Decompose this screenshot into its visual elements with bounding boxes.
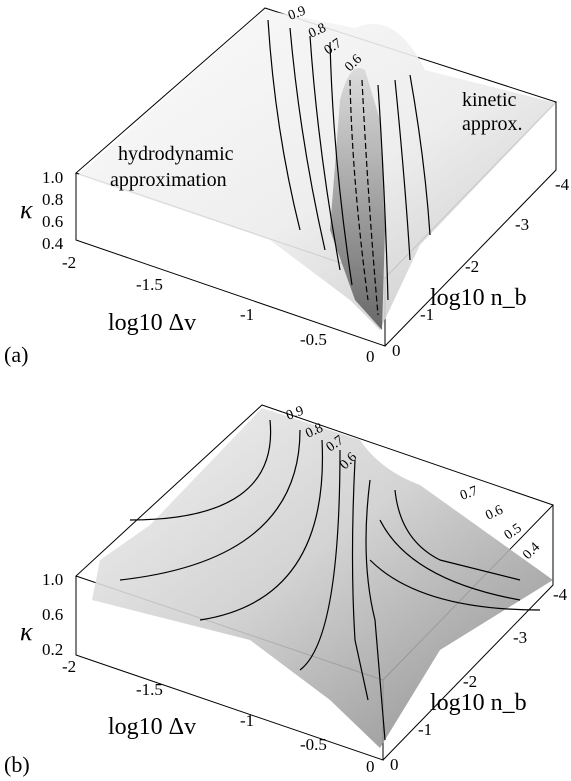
contour-line [365, 479, 386, 741]
y-tick-label: -1 [418, 720, 432, 739]
x-tick-label: -2 [62, 253, 76, 272]
panel-b-y-ticks: 0 -1 -2 -3 -4 [390, 585, 568, 774]
annotation-text: approximation [110, 169, 227, 191]
y-tick-label: -2 [465, 257, 479, 276]
contour-line [379, 519, 521, 601]
x-tick-label: -0.5 [300, 330, 327, 349]
contour-line [119, 429, 301, 581]
z-tick-label: 1.0 [42, 168, 63, 187]
panel-a-contours [267, 19, 431, 316]
contour-label: 0.6 [483, 503, 505, 524]
contour-line [267, 19, 301, 231]
y-tick-label: -3 [513, 628, 527, 647]
z-tick-label: 0.4 [42, 234, 64, 253]
y-axis-label: log10 n_b [430, 285, 527, 311]
y-axis-label: log10 n_b [430, 690, 527, 716]
contour-line [394, 79, 411, 261]
panel-a-x-ticks: -2 -1.5 -1 -0.5 0 [62, 253, 375, 366]
contour-line [409, 74, 431, 236]
x-tick-label: -1 [240, 711, 254, 730]
annotation-text: hydrodynamic [118, 143, 234, 165]
x-tick-label: 0 [366, 757, 375, 776]
contour-line [349, 79, 369, 301]
contour-label: 0.7 [458, 484, 480, 504]
contour-line [299, 449, 341, 671]
y-tick-label: 0 [390, 755, 399, 774]
y-tick-label: -4 [553, 585, 568, 604]
x-axis-label: log10 Δv [108, 310, 196, 336]
contour-line [309, 35, 341, 271]
annotation-text: approx. [462, 113, 523, 135]
contour-line [377, 84, 389, 301]
kappa-symbol: κ [20, 195, 33, 224]
y-tick-label: -1 [420, 305, 434, 324]
contour-label: 0.9 [284, 404, 306, 424]
contour-line [289, 27, 326, 251]
x-tick-label: -1.5 [136, 275, 163, 294]
annotation-text: kinetic [462, 89, 517, 111]
y-tick-label: -3 [515, 215, 529, 234]
contour-line [394, 489, 521, 581]
contour-line [329, 41, 353, 286]
panel-b-x-ticks: -2 -1.5 -1 -0.5 0 [62, 657, 375, 776]
panel-b-contours [119, 419, 541, 741]
z-tick-label: 0.6 [42, 605, 63, 624]
contour-line [351, 459, 369, 701]
panel-label: (a) [4, 342, 28, 367]
y-tick-label: 0 [392, 341, 401, 360]
z-tick-label: 0.2 [42, 640, 63, 659]
kappa-symbol: κ [20, 617, 33, 646]
contour-line [199, 439, 324, 621]
x-axis-label: log10 Δv [108, 714, 196, 740]
contour-label: 0.8 [306, 21, 328, 42]
panel-b: 0.9 0.8 0.7 0.6 0.7 0.6 0.5 0.4 κ κ 1.0 … [4, 404, 568, 777]
contour-line [129, 419, 272, 521]
contour-label: 0.9 [286, 4, 308, 24]
contour-label: 0.8 [303, 421, 325, 442]
contour-label: 0.5 [502, 521, 525, 543]
panel-a: 0.9 0.8 0.7 0.6 hydrodynamic approximati… [4, 4, 570, 367]
z-tick-label: 0.8 [42, 190, 63, 209]
panel-b-z-ticks: 1.0 0.6 0.2 [42, 570, 63, 659]
panel-b-surface [92, 408, 553, 748]
panel-a-valley [330, 68, 385, 330]
y-tick-label: -2 [463, 672, 477, 691]
panel-a-z-ticks: 1.0 0.8 0.6 0.4 [42, 168, 64, 253]
panel-a-surface [78, 10, 556, 330]
x-tick-label: 0 [366, 347, 375, 366]
contour-line [361, 79, 379, 316]
panel-a-y-ticks: 0 -1 -2 -3 -4 [392, 175, 570, 360]
y-tick-label: -4 [555, 175, 570, 194]
panel-label: (b) [4, 752, 30, 777]
x-tick-label: -1.5 [136, 680, 163, 699]
contour-line [369, 559, 541, 611]
z-tick-label: 1.0 [42, 570, 63, 589]
x-tick-label: -2 [62, 657, 76, 676]
z-tick-label: 0.6 [42, 212, 63, 231]
x-tick-label: -1 [240, 305, 254, 324]
x-tick-label: -0.5 [300, 735, 327, 754]
